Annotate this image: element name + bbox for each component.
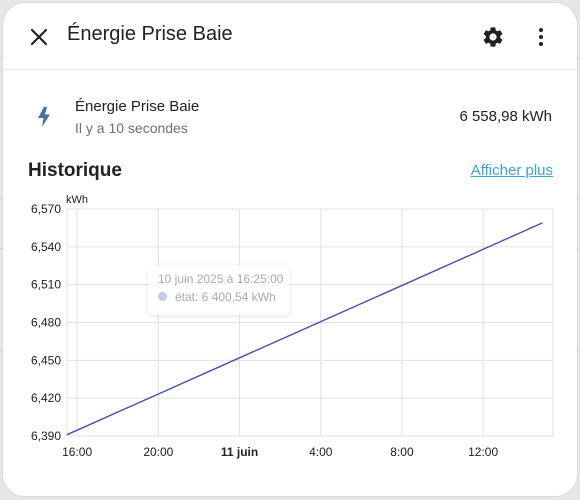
chart-y-tick-label: 6,390 (31, 429, 61, 443)
chart-x-tick-label: 16:00 (62, 445, 92, 459)
more-menu-button[interactable] (523, 19, 559, 55)
chart-unit-label: kWh (66, 194, 88, 206)
chart-series-line (66, 222, 543, 436)
chart-y-tick-label: 6,450 (31, 353, 61, 367)
chart-x-tick-label: 11 juin (221, 445, 258, 459)
tooltip-value: état: 6 400,54 kWh (175, 290, 276, 304)
more-vertical-icon (539, 28, 543, 46)
close-button[interactable] (21, 19, 57, 55)
tooltip-series-dot (158, 292, 167, 301)
gear-icon (483, 27, 503, 47)
chart-y-tick-label: 6,480 (31, 316, 61, 330)
settings-button[interactable] (475, 19, 511, 55)
chart-y-tick-label: 6,540 (31, 240, 61, 254)
chart-y-tick-label: 6,420 (31, 391, 61, 405)
history-title: Historique (28, 160, 122, 181)
header-divider (3, 69, 577, 70)
chart-tooltip: 10 juin 2025 à 16:25:00 état: 6 400,54 k… (148, 265, 290, 315)
close-icon (30, 28, 48, 46)
chart-y-tick-label: 6,570 (31, 202, 61, 216)
chart-x-tick-label: 20:00 (143, 445, 173, 459)
entity-state-value: 6 558,98 kWh (459, 108, 552, 125)
entity-row: Énergie Prise Baie Il y a 10 secondes 6 … (3, 87, 577, 147)
more-info-dialog: Énergie Prise Baie Énergie Prise Baie Il… (3, 3, 577, 496)
entity-name: Énergie Prise Baie (75, 98, 200, 115)
chart-x-tick-label: 4:00 (309, 445, 333, 459)
tooltip-title: 10 juin 2025 à 16:25:00 (158, 272, 284, 286)
chart-x-tick-label: 12:00 (468, 445, 498, 459)
entity-last-updated: Il y a 10 secondes (75, 120, 188, 136)
dialog-header: Énergie Prise Baie (3, 3, 577, 69)
lightning-bolt-icon (38, 107, 50, 127)
dialog-title: Énergie Prise Baie (67, 23, 233, 45)
chart-x-tick-label: 8:00 (390, 445, 414, 459)
history-chart[interactable]: kWh 6,5706,5406,5106,4806,4506,4206,3901… (3, 3, 577, 496)
show-more-link[interactable]: Afficher plus (470, 162, 553, 179)
chart-y-tick-label: 6,510 (31, 278, 61, 292)
